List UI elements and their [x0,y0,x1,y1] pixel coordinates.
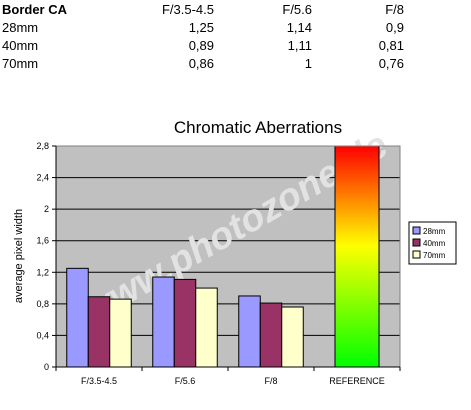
legend-label: 70mm [423,251,446,260]
table-cell: 0,86 [188,56,214,71]
bar-40mm-F/3.5-4.5 [87,296,111,368]
legend-label: 28mm [423,227,446,236]
bar-70mm-F/5.6 [195,287,218,368]
y-tick-label: 1,2 [36,267,49,277]
y-tick-label: 2,4 [36,173,49,183]
table-header-cell: F/3.5-4.5 [161,2,214,17]
reference-bar [334,145,380,368]
y-tick-label: 0 [44,362,49,372]
legend-swatch [412,250,421,259]
x-tick-label: F/5.6 [175,376,196,386]
x-ticks: F/3.5-4.5 F/5.6 F/8 REFERENCE [55,367,401,386]
legend-swatch [412,226,421,235]
table-header-cell: F/5.6 [282,2,312,17]
table-row: 28mm 1,25 1,14 0,9 [2,19,404,37]
legend-label: 40mm [423,239,446,248]
y-tick-label: 0,4 [36,330,49,340]
table-cell: 0,76 [378,56,404,71]
x-tick-label: F/3.5-4.5 [81,376,117,386]
table-cell: 1,11 [287,38,312,53]
table-cell: 70mm [2,56,39,71]
bar-28mm-F/5.6 [152,276,175,368]
bar-28mm-F/3.5-4.5 [66,267,89,368]
bar-40mm-F/8 [259,302,283,368]
x-tick-label: F/8 [264,376,277,386]
y-tick-label: 1,6 [36,236,49,246]
table-cell: 0,81 [378,38,404,53]
table-cell: 1,25 [188,20,214,35]
bar-40mm-F/5.6 [173,278,197,368]
data-table: Border CA F/3.5-4.5 F/5.6 F/8 28mm 1,25 … [2,1,404,73]
table-cell: 1,14 [286,20,312,35]
table-cell: 28mm [2,20,39,35]
table-cell: 0,9 [385,20,404,35]
table-row: 70mm 0,86 1 0,76 [2,55,404,73]
y-tick-label: 2 [44,204,49,214]
bars [66,145,380,368]
table-cell: 0,89 [188,38,214,53]
y-axis-label: average pixel width [13,209,25,303]
bar-70mm-F/8 [281,306,304,368]
x-tick-label: REFERENCE [329,376,385,386]
table-cell: 1 [304,56,312,71]
y-tick-label: 0,8 [36,299,49,309]
table-cell: 40mm [2,38,39,53]
legend: 28mm 40mm 70mm [408,221,457,265]
bar-70mm-F/3.5-4.5 [109,298,132,368]
chart-title: Chromatic Aberrations [174,118,342,137]
table-header-cell: F/8 [385,2,404,17]
table-header-row: Border CA F/3.5-4.5 F/5.6 F/8 [2,1,404,19]
legend-swatch [412,238,421,247]
table-row: 40mm 0,89 1,11 0,81 [2,37,404,55]
y-ticks: 0 0,4 0,8 1,2 1,6 2 2,4 2,8 [36,141,56,372]
table-header-cell: Border CA [2,2,68,17]
bar-28mm-F/8 [238,295,261,368]
y-tick-label: 2,8 [36,141,49,151]
